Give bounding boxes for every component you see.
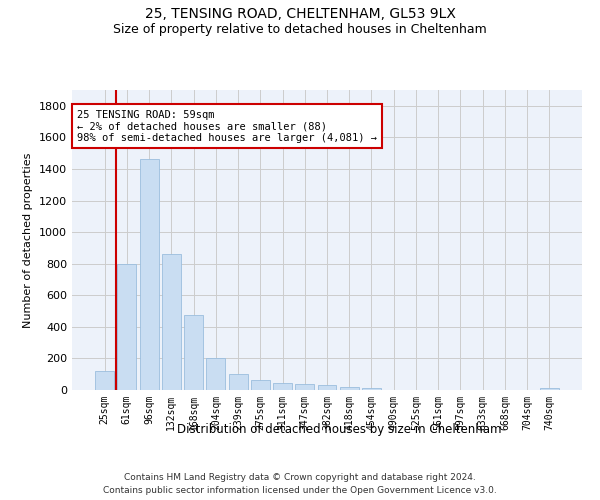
Text: 25 TENSING ROAD: 59sqm
← 2% of detached houses are smaller (88)
98% of semi-deta: 25 TENSING ROAD: 59sqm ← 2% of detached … — [77, 110, 377, 142]
Bar — [295, 384, 314, 390]
Bar — [140, 160, 158, 390]
Text: 25, TENSING ROAD, CHELTENHAM, GL53 9LX: 25, TENSING ROAD, CHELTENHAM, GL53 9LX — [145, 8, 455, 22]
Bar — [251, 380, 270, 390]
Bar — [162, 254, 181, 390]
Bar — [362, 388, 381, 390]
Y-axis label: Number of detached properties: Number of detached properties — [23, 152, 34, 328]
Bar — [229, 374, 248, 390]
Bar — [340, 386, 359, 390]
Bar — [540, 388, 559, 390]
Bar — [206, 358, 225, 390]
Text: Size of property relative to detached houses in Cheltenham: Size of property relative to detached ho… — [113, 22, 487, 36]
Bar — [273, 383, 292, 390]
Text: Contains public sector information licensed under the Open Government Licence v3: Contains public sector information licen… — [103, 486, 497, 495]
Bar — [118, 264, 136, 390]
Bar — [317, 386, 337, 390]
Bar — [95, 371, 114, 390]
Bar — [184, 315, 203, 390]
Text: Distribution of detached houses by size in Cheltenham: Distribution of detached houses by size … — [177, 422, 501, 436]
Text: Contains HM Land Registry data © Crown copyright and database right 2024.: Contains HM Land Registry data © Crown c… — [124, 472, 476, 482]
